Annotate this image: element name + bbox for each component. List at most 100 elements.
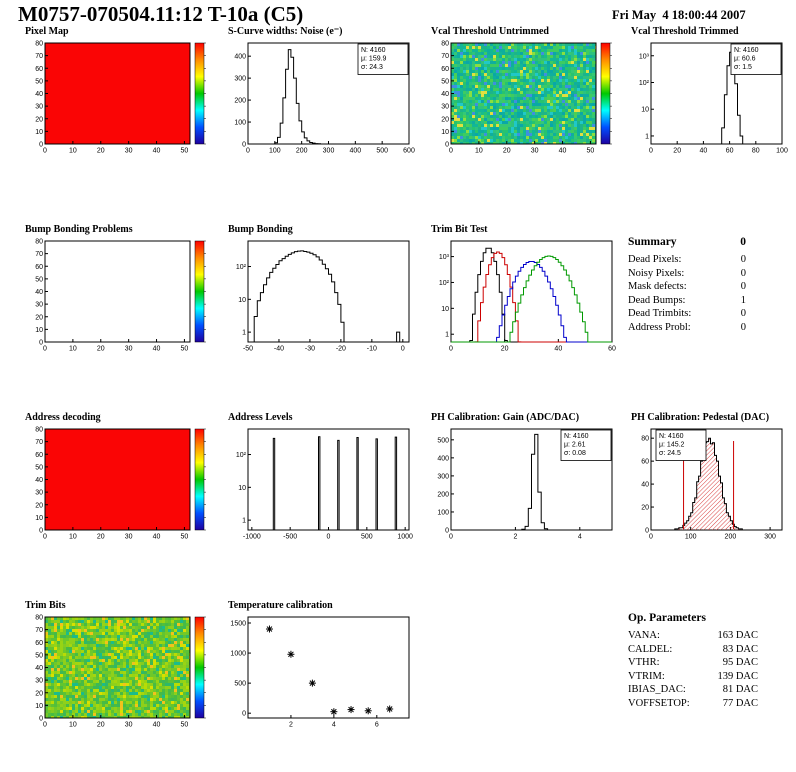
op-parameters-title: Op. Parameters: [628, 612, 706, 624]
svg-text:30: 30: [35, 490, 43, 497]
svg-text:50: 50: [181, 534, 189, 541]
svg-text:μ: 145.2: μ: 145.2: [659, 442, 685, 449]
svg-text:0: 0: [649, 534, 653, 541]
svg-text:70: 70: [441, 53, 449, 60]
text-row: Mask defects: 0: [628, 281, 746, 292]
svg-text:40: 40: [153, 346, 161, 353]
svg-text:400: 400: [349, 148, 361, 155]
svg-text:100: 100: [437, 509, 449, 516]
svg-text:60: 60: [35, 640, 43, 647]
svg-text:0: 0: [327, 534, 331, 541]
svg-text:40: 40: [35, 665, 43, 672]
summary-panel: Summary 0 Dead Pixels: 0 Noisy Pixels: 0 Mas…: [628, 236, 746, 334]
svg-text:-50: -50: [243, 346, 253, 353]
pixel-map-plot: 0 10 20 30 40 50 0 10 20 30 40 50 60 70 80: [35, 41, 206, 155]
svg-text:80: 80: [752, 148, 760, 155]
svg-text:N: 4160: N: 4160: [734, 47, 759, 54]
svg-text:10³: 10³: [639, 53, 650, 60]
address-levels-panel: Address Levels -1000 -500 0 500 1000 1 10 10²: [223, 412, 417, 542]
svg-text:10: 10: [35, 703, 43, 710]
svg-text:200: 200: [437, 491, 449, 498]
svg-text:50: 50: [35, 276, 43, 283]
summary-rows: Dead Pixels: 0 Noisy Pixels: 0 Mask defects:…: [628, 253, 746, 334]
svg-text:1: 1: [242, 518, 246, 525]
svg-text:50: 50: [35, 464, 43, 471]
scurve-noise-panel: S-Curve widths: Noise (e⁻) 0 100 200 300 400…: [223, 26, 417, 156]
svg-text:500: 500: [376, 148, 388, 155]
svg-text:0: 0: [401, 346, 405, 353]
svg-text:10: 10: [69, 346, 77, 353]
svg-text:20: 20: [35, 314, 43, 321]
svg-text:20: 20: [97, 534, 105, 541]
trim-bit-test-title: Trim Bit Test: [431, 224, 488, 235]
svg-text:0: 0: [445, 528, 449, 535]
svg-text:10: 10: [441, 306, 449, 313]
text-row: VOFFSETOP: 77 DAC: [628, 697, 758, 709]
svg-text:400: 400: [234, 54, 246, 61]
svg-text:30: 30: [35, 678, 43, 685]
svg-text:30: 30: [125, 722, 133, 729]
svg-text:50: 50: [587, 148, 595, 155]
bump-problems-plot: 0 10 20 30 40 50 0 10 20 30 40 50 60 70 80: [35, 239, 206, 353]
svg-text:20: 20: [501, 346, 509, 353]
text-row: VTHR: 95 DAC: [628, 657, 758, 668]
svg-text:40: 40: [554, 346, 562, 353]
svg-text:10³: 10³: [439, 254, 450, 261]
svg-text:20: 20: [673, 148, 681, 155]
svg-text:0: 0: [649, 148, 653, 155]
svg-text:10²: 10²: [236, 452, 247, 459]
svg-text:500: 500: [361, 534, 373, 541]
svg-text:100: 100: [685, 534, 697, 541]
svg-text:1000: 1000: [230, 651, 246, 658]
address-levels-title: Address Levels: [228, 412, 293, 423]
svg-text:0: 0: [39, 142, 43, 149]
svg-text:40: 40: [641, 482, 649, 489]
svg-text:μ: 159.9: μ: 159.9: [361, 56, 387, 63]
svg-text:1: 1: [645, 133, 649, 140]
op-parameters-header: Op. Parameters: [628, 612, 758, 624]
svg-text:6: 6: [375, 722, 379, 729]
svg-text:0: 0: [445, 142, 449, 149]
svg-text:40: 40: [153, 722, 161, 729]
svg-text:80: 80: [641, 436, 649, 443]
ph-gain-plot: 0 2 4 0 100 200 300 400 500 N: 4160 μ: 2.61σ: 0.08: [437, 428, 613, 541]
text-row: VANA: 163 DAC: [628, 630, 758, 641]
svg-text:10: 10: [641, 107, 649, 114]
svg-text:500: 500: [234, 681, 246, 688]
vcal-untrimmed-plot: 0 10 20 30 40 50 0 10 20 30 40 50 60 70 80: [441, 41, 612, 155]
temperature-panel: Temperature calibration 2 4 6 0 500 1000 1500: [223, 600, 417, 730]
svg-text:300: 300: [234, 76, 246, 83]
svg-text:40: 40: [35, 91, 43, 98]
svg-text:σ: 24.5: σ: 24.5: [659, 450, 681, 457]
bump-problems-title: Bump Bonding Problems: [25, 224, 133, 235]
svg-text:N: 4160: N: 4160: [659, 433, 684, 440]
svg-text:40: 40: [153, 534, 161, 541]
svg-text:1500: 1500: [230, 621, 246, 628]
svg-text:0: 0: [449, 148, 453, 155]
svg-text:0: 0: [43, 346, 47, 353]
svg-text:σ: 1.5: σ: 1.5: [734, 64, 752, 71]
svg-text:4: 4: [578, 534, 582, 541]
svg-text:0: 0: [39, 716, 43, 723]
svg-text:40: 40: [153, 148, 161, 155]
address-decoding-plot: 0 10 20 30 40 50 0 10 20 30 40 50 60 70 80: [35, 427, 206, 541]
svg-text:100: 100: [234, 120, 246, 127]
svg-text:10: 10: [69, 148, 77, 155]
svg-text:20: 20: [35, 502, 43, 509]
svg-text:80: 80: [35, 41, 43, 48]
svg-text:500: 500: [437, 437, 449, 444]
svg-text:50: 50: [181, 148, 189, 155]
address-decoding-panel: Address decoding 0 10 20 30 40 50 0 10 20 30 40 50 6…: [20, 412, 214, 542]
svg-text:4: 4: [332, 722, 336, 729]
svg-text:2: 2: [513, 534, 517, 541]
temperature-title: Temperature calibration: [228, 600, 333, 611]
svg-text:20: 20: [441, 116, 449, 123]
svg-text:70: 70: [35, 627, 43, 634]
svg-text:0: 0: [39, 340, 43, 347]
svg-text:30: 30: [125, 534, 133, 541]
svg-text:200: 200: [234, 98, 246, 105]
svg-text:80: 80: [35, 427, 43, 434]
svg-text:0: 0: [39, 528, 43, 535]
svg-text:10: 10: [69, 534, 77, 541]
svg-text:600: 600: [403, 148, 415, 155]
